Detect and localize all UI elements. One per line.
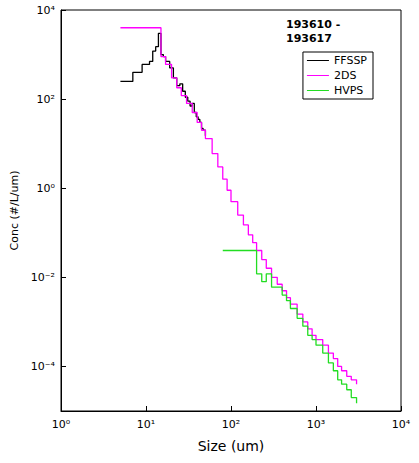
svg-text:Size (um): Size (um) [198,438,265,454]
svg-text:10¹: 10¹ [137,418,155,431]
svg-text:FFSSP: FFSSP [334,54,367,67]
svg-text:193610 -: 193610 - [286,18,344,31]
svg-text:10⁴: 10⁴ [37,4,56,17]
svg-text:10⁰: 10⁰ [37,182,56,195]
svg-text:10³: 10³ [307,418,325,431]
svg-text:2DS: 2DS [334,69,356,82]
svg-text:10²: 10² [37,93,55,106]
svg-text:Conc (#/L/um): Conc (#/L/um) [8,171,21,251]
svg-text:10⁻⁴: 10⁻⁴ [31,360,56,373]
svg-text:10²: 10² [222,418,240,431]
svg-text:HVPS: HVPS [334,84,363,97]
svg-text:10⁰: 10⁰ [52,418,71,431]
svg-text:10⁴: 10⁴ [392,418,411,431]
svg-text:193617: 193617 [286,32,332,45]
svg-text:10⁻²: 10⁻² [31,271,55,284]
